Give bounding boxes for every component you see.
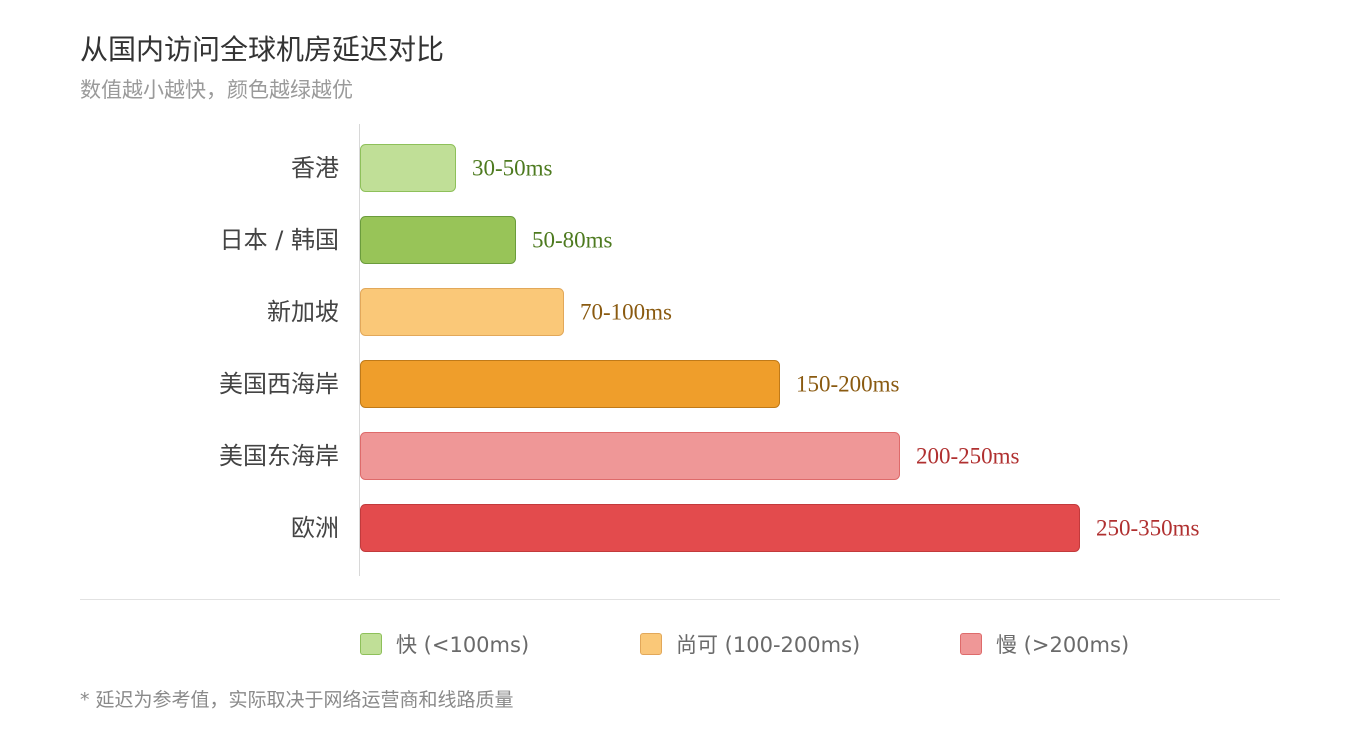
value-label: 50-80ms — [532, 228, 613, 253]
bars-group: 香港 30-50ms 日本 / 韩国 50-80ms 新加坡 70-100ms 美国西海岸 1… — [219, 144, 1200, 552]
legend-item-ok: 尚可 (100-200ms) — [640, 629, 860, 659]
chart-title: 从国内访问全球机房延迟对比 — [80, 33, 445, 66]
value-label: 200-250ms — [916, 444, 1020, 469]
bar — [360, 504, 1080, 552]
bar — [360, 432, 900, 480]
legend-swatch-fast — [360, 633, 382, 655]
footnote: * 延迟为参考值，实际取决于网络运营商和线路质量 — [80, 689, 514, 711]
legend-label-ok: 尚可 (100-200ms) — [676, 633, 861, 657]
category-label: 美国西海岸 — [219, 370, 339, 398]
category-label: 美国东海岸 — [219, 442, 339, 470]
legend-divider — [80, 599, 1280, 600]
value-label: 30-50ms — [472, 156, 553, 181]
category-label: 欧洲 — [291, 514, 339, 542]
latency-bar-chart: 香港 30-50ms 日本 / 韩国 50-80ms 新加坡 70-100ms 美国西海岸 1… — [219, 124, 1200, 576]
legend-swatch-ok — [640, 633, 662, 655]
bar — [360, 360, 780, 408]
category-label: 日本 / 韩国 — [220, 226, 339, 254]
value-label: 150-200ms — [796, 372, 900, 397]
category-label: 香港 — [291, 154, 339, 182]
legend-item-fast: 快 (<100ms) — [360, 629, 529, 659]
category-label: 新加坡 — [267, 298, 339, 326]
value-label: 70-100ms — [580, 300, 672, 325]
bar — [360, 288, 564, 336]
legend-item-slow: 慢 (>200ms) — [960, 629, 1129, 659]
bar — [360, 144, 456, 192]
chart-subtitle: 数值越小越快，颜色越绿越优 — [80, 78, 353, 102]
legend-swatch-slow — [960, 633, 982, 655]
legend-label-slow: 慢 (>200ms) — [996, 633, 1130, 657]
legend-label-fast: 快 (<100ms) — [396, 633, 530, 657]
value-label: 250-350ms — [1096, 516, 1200, 541]
bar — [360, 216, 516, 264]
